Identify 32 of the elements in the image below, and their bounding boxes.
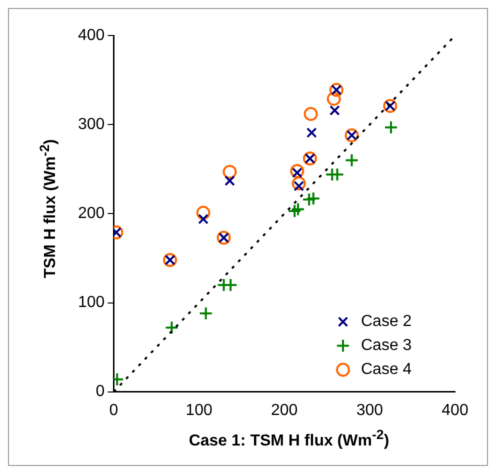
- point: [198, 214, 209, 224]
- x-tick-label: 300: [356, 402, 384, 419]
- point: [224, 176, 235, 186]
- x-tick-label: 100: [186, 402, 212, 419]
- point: [291, 202, 305, 216]
- point: [292, 176, 306, 190]
- point: [384, 120, 398, 134]
- point: [288, 204, 302, 218]
- point: [306, 192, 320, 206]
- point: [164, 320, 179, 335]
- legend-label: Case 2: [361, 313, 412, 330]
- legend-label: Case 4: [361, 361, 412, 378]
- y-tick-label: 400: [78, 27, 105, 44]
- point: [326, 92, 341, 106]
- y-tick-label: 100: [78, 294, 105, 312]
- y-tick-label: 300: [78, 116, 105, 134]
- y-tick-label: 0: [96, 383, 105, 400]
- x-tick-label: 400: [442, 402, 468, 419]
- point: [198, 306, 213, 320]
- y-tick-label: 200: [78, 205, 105, 222]
- point: [344, 153, 359, 168]
- x-tick-label: 200: [270, 402, 298, 419]
- x-axis-title: Case 1: TSM H flux (Wm$^{-2}$): [188, 427, 390, 450]
- point: [329, 105, 340, 116]
- point: [304, 106, 318, 121]
- point: [222, 164, 237, 179]
- point: [196, 206, 210, 220]
- point: [290, 164, 304, 178]
- x-tick-label: 0: [109, 402, 118, 419]
- legend-label: Case 3: [361, 337, 412, 354]
- point: [306, 127, 317, 138]
- point: [302, 192, 316, 206]
